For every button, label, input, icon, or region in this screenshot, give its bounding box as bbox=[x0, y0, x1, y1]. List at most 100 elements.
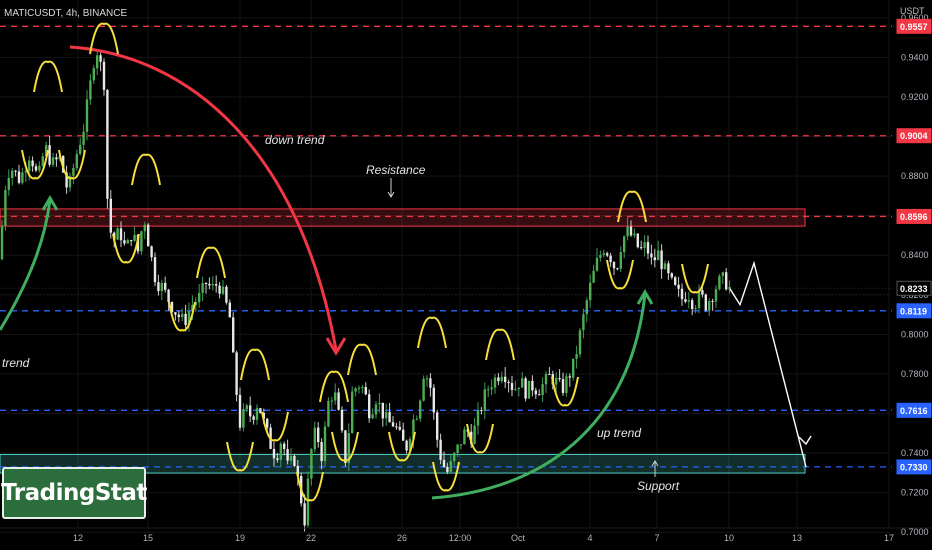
price-level-label: 0.9004 bbox=[900, 131, 928, 141]
candle-body bbox=[313, 427, 316, 450]
candle-body bbox=[79, 144, 82, 155]
candle-body bbox=[194, 302, 197, 305]
candle-body bbox=[364, 387, 367, 395]
candle-body bbox=[378, 402, 381, 405]
candle-body bbox=[425, 378, 429, 380]
candle-body bbox=[504, 376, 507, 383]
swing-low-mark bbox=[112, 233, 140, 264]
price-tick-label: 0.8800 bbox=[901, 171, 929, 181]
price-tick-label: 0.9600 bbox=[901, 13, 929, 23]
candle-body bbox=[99, 55, 102, 62]
price-level-badge bbox=[896, 128, 932, 144]
candle-body bbox=[606, 253, 609, 256]
time-tick-label: 26 bbox=[397, 533, 407, 543]
candle-body bbox=[687, 300, 690, 302]
candle-body bbox=[4, 189, 7, 226]
time-tick-label: 22 bbox=[306, 533, 316, 543]
candle-body bbox=[245, 405, 248, 410]
price-level-label: 0.8596 bbox=[900, 212, 928, 222]
time-tick-label: 7 bbox=[654, 533, 659, 543]
candle-body bbox=[170, 302, 174, 313]
candle-body bbox=[153, 257, 157, 283]
candle-body bbox=[238, 394, 242, 428]
candle-body bbox=[374, 404, 378, 415]
candle-body bbox=[446, 466, 449, 472]
candle-body bbox=[432, 387, 435, 413]
candle-body bbox=[191, 304, 194, 312]
candle-body bbox=[663, 263, 667, 270]
price-tick-label: 0.7800 bbox=[901, 369, 929, 379]
candle-body bbox=[228, 302, 231, 318]
candle-body bbox=[286, 448, 289, 461]
candle-body bbox=[402, 429, 405, 441]
candle-body bbox=[65, 172, 68, 188]
candle-body bbox=[293, 455, 296, 466]
swing-low-mark bbox=[21, 149, 49, 180]
candle-body bbox=[31, 160, 34, 167]
candle-body bbox=[344, 430, 347, 464]
candle-body bbox=[643, 242, 646, 248]
annotation-support: Support bbox=[637, 479, 680, 493]
candle-body bbox=[436, 412, 439, 440]
candle-body bbox=[521, 378, 524, 388]
candle-body bbox=[92, 68, 95, 81]
price-level-badge bbox=[896, 280, 932, 296]
candle-body bbox=[147, 224, 150, 247]
candle-body bbox=[371, 414, 374, 419]
price-level-label: 0.7616 bbox=[900, 406, 928, 416]
resistance-zone bbox=[0, 208, 806, 227]
candle-body bbox=[208, 283, 211, 286]
candle-body bbox=[718, 276, 721, 290]
tradingstat-logo: TradingStat bbox=[1, 467, 147, 519]
swing-low-mark bbox=[466, 423, 494, 454]
candle-body bbox=[578, 330, 582, 355]
candle-body bbox=[691, 300, 694, 309]
swing-low-mark bbox=[388, 431, 416, 462]
swing-high-mark bbox=[417, 316, 447, 349]
candle-body bbox=[51, 157, 55, 165]
candle-body bbox=[177, 314, 180, 318]
candle-body bbox=[704, 294, 707, 311]
candle-body bbox=[429, 378, 432, 388]
candle-body bbox=[218, 285, 221, 294]
candle-body bbox=[204, 283, 208, 285]
swing-high-mark bbox=[89, 22, 119, 55]
left-trend-arrow bbox=[0, 199, 52, 331]
candle-body bbox=[595, 257, 599, 271]
candle-body bbox=[279, 443, 282, 460]
candle-body bbox=[82, 131, 85, 145]
candle-body bbox=[123, 240, 126, 244]
candle-body bbox=[514, 389, 517, 391]
candle-body bbox=[225, 286, 228, 303]
candle-body bbox=[150, 246, 153, 258]
candle-body bbox=[160, 282, 163, 292]
price-levels bbox=[0, 25, 892, 468]
candle-body bbox=[72, 167, 75, 176]
price-unit: USDT bbox=[900, 6, 925, 16]
candle-body bbox=[232, 317, 235, 353]
text-labels: down trend up trend trend Resistance Support bbox=[2, 133, 680, 493]
candle-body bbox=[303, 503, 306, 526]
candle-body bbox=[368, 394, 371, 419]
candle-body bbox=[11, 170, 14, 179]
swing-high-mark bbox=[485, 328, 515, 361]
time-axis[interactable]: 12 15 19 22 26 12:00 Oct 4 7 10 13 17 bbox=[0, 527, 932, 543]
price-axis[interactable]: 0.70000.72000.74000.76000.78000.80000.82… bbox=[896, 13, 932, 537]
candle-body bbox=[143, 224, 146, 232]
support-pointer-head bbox=[651, 460, 659, 467]
candle-body bbox=[527, 380, 531, 399]
time-tick-label: 12 bbox=[73, 533, 83, 543]
candle-body bbox=[354, 388, 357, 392]
candle-body bbox=[602, 253, 605, 255]
price-level-label: 0.9557 bbox=[900, 22, 928, 32]
candle-body bbox=[524, 378, 527, 399]
swing-high-mark bbox=[617, 190, 647, 223]
candle-body bbox=[55, 157, 58, 160]
candle-body bbox=[28, 160, 31, 172]
candle-body bbox=[235, 352, 238, 395]
swing-low-mark bbox=[331, 431, 359, 462]
swing-low-mark bbox=[226, 441, 254, 472]
candle-body bbox=[38, 165, 41, 171]
candle-body bbox=[41, 156, 44, 166]
